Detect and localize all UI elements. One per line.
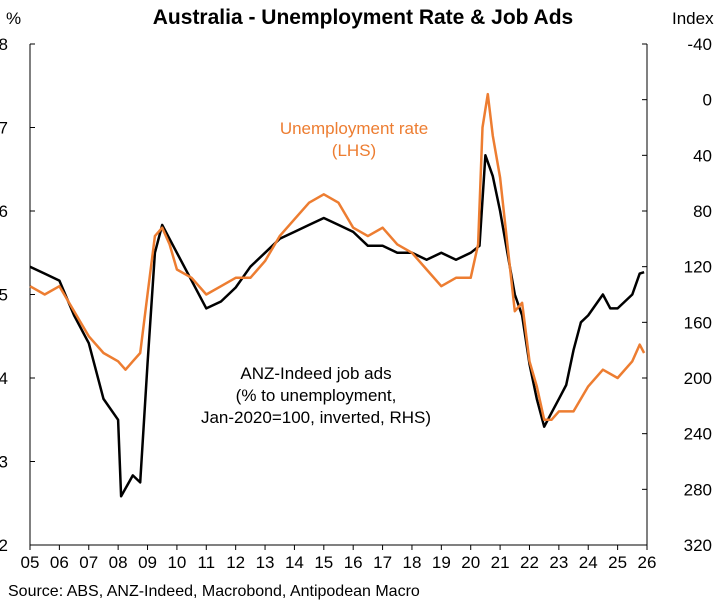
x-tick-label: 19 <box>432 553 451 572</box>
x-tick-label: 16 <box>344 553 363 572</box>
x-tick-label: 06 <box>50 553 69 572</box>
y-tick-label: 7 <box>0 119 8 138</box>
y-tick-label: 4 <box>0 369 8 388</box>
y2-tick-label: 200 <box>684 369 712 388</box>
y-tick-label: 8 <box>0 35 8 54</box>
x-tick-label: 07 <box>79 553 98 572</box>
source: Source: ABS, ANZ-Indeed, Macrobond, Anti… <box>8 583 420 600</box>
y2-axis-title: Index <box>672 9 714 28</box>
x-tick-label: 10 <box>167 553 186 572</box>
x-tick-label: 22 <box>520 553 539 572</box>
x-tick-label: 18 <box>402 553 421 572</box>
y2-tick-label: 280 <box>684 480 712 499</box>
x-tick-label: 15 <box>314 553 333 572</box>
y-tick-label: 6 <box>0 202 8 221</box>
y2-tick-label: 240 <box>684 425 712 444</box>
y2-tick-label: -40 <box>687 35 712 54</box>
x-tick-label: 13 <box>256 553 275 572</box>
y-axis-title: % <box>6 9 21 28</box>
x-tick-label: 09 <box>138 553 157 572</box>
annotation: (LHS) <box>332 141 376 160</box>
annotation: Unemployment rate <box>280 119 428 138</box>
series-line <box>29 92 646 422</box>
y-tick-label: 2 <box>0 536 8 555</box>
x-tick-label: 25 <box>608 553 627 572</box>
y-tick-label: 5 <box>0 286 8 305</box>
x-tick-label: 23 <box>549 553 568 572</box>
y-tick-label: 3 <box>0 453 8 472</box>
x-tick-label: 05 <box>21 553 40 572</box>
x-tick-label: 24 <box>579 553 598 572</box>
x-tick-label: 26 <box>638 553 657 572</box>
y2-tick-label: 120 <box>684 258 712 277</box>
x-tick-label: 11 <box>197 553 215 572</box>
x-tick-label: 21 <box>491 553 510 572</box>
x-tick-label: 14 <box>285 553 304 572</box>
x-tick-label: 17 <box>373 553 392 572</box>
y2-tick-label: 40 <box>693 146 712 165</box>
annotation: (% to unemployment, <box>236 386 397 405</box>
annotation: Jan-2020=100, inverted, RHS) <box>201 408 431 427</box>
y2-tick-label: 0 <box>703 91 712 110</box>
annotation: ANZ-Indeed job ads <box>240 364 391 383</box>
chart-title: Australia - Unemployment Rate & Job Ads <box>153 6 573 29</box>
x-tick-label: 20 <box>461 553 480 572</box>
x-tick-label: 12 <box>226 553 245 572</box>
y2-tick-label: 320 <box>684 536 712 555</box>
y2-tick-label: 80 <box>693 202 712 221</box>
x-tick-label: 08 <box>109 553 128 572</box>
series-line <box>29 154 645 498</box>
y2-tick-label: 160 <box>684 313 712 332</box>
